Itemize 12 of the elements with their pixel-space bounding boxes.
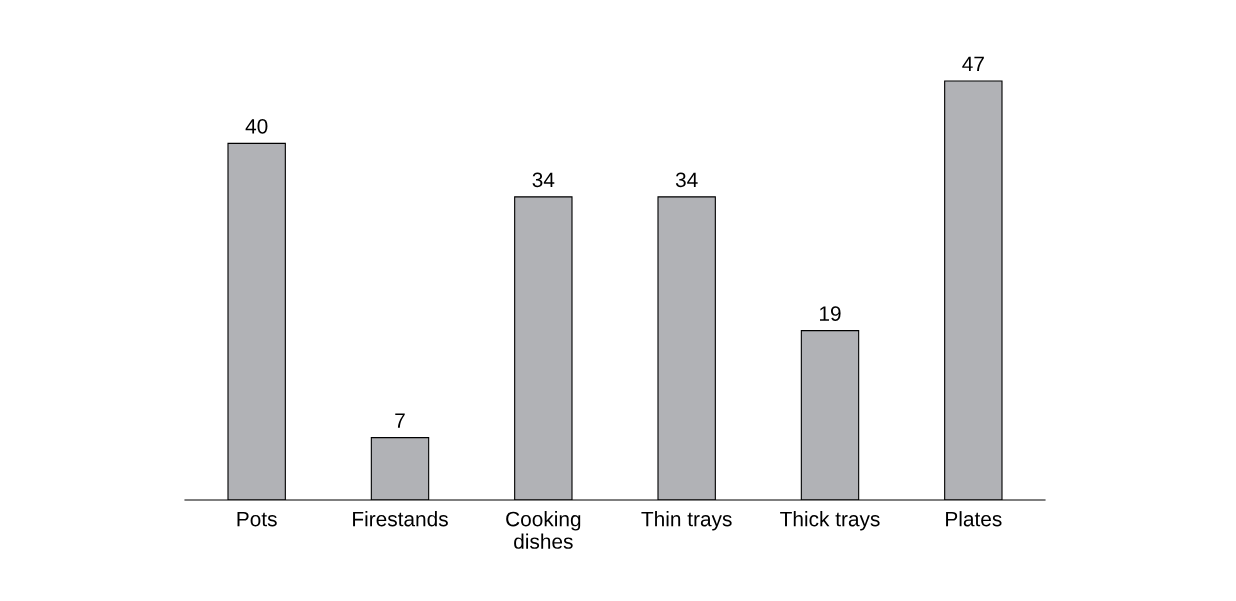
data-label: 34 <box>675 172 698 188</box>
x-tick-label: Thick trays <box>780 511 880 531</box>
x-tick-label: Pots <box>237 511 277 527</box>
data-label: 7 <box>395 413 405 428</box>
x-tick-label: Plates <box>946 511 1002 527</box>
data-label: 19 <box>820 306 841 321</box>
x-tick-label: Thin trays <box>641 511 732 531</box>
x-tick-label: Cooking dishes <box>506 511 581 549</box>
x-tick-label: Firestands <box>353 511 448 527</box>
data-label: 34 <box>532 172 555 188</box>
data-label: 47 <box>962 56 984 72</box>
data-label: 40 <box>245 118 268 134</box>
